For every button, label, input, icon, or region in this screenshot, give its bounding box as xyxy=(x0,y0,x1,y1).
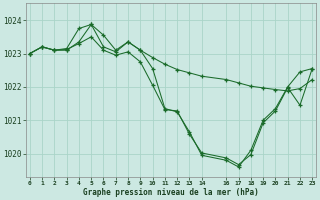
X-axis label: Graphe pression niveau de la mer (hPa): Graphe pression niveau de la mer (hPa) xyxy=(83,188,259,197)
